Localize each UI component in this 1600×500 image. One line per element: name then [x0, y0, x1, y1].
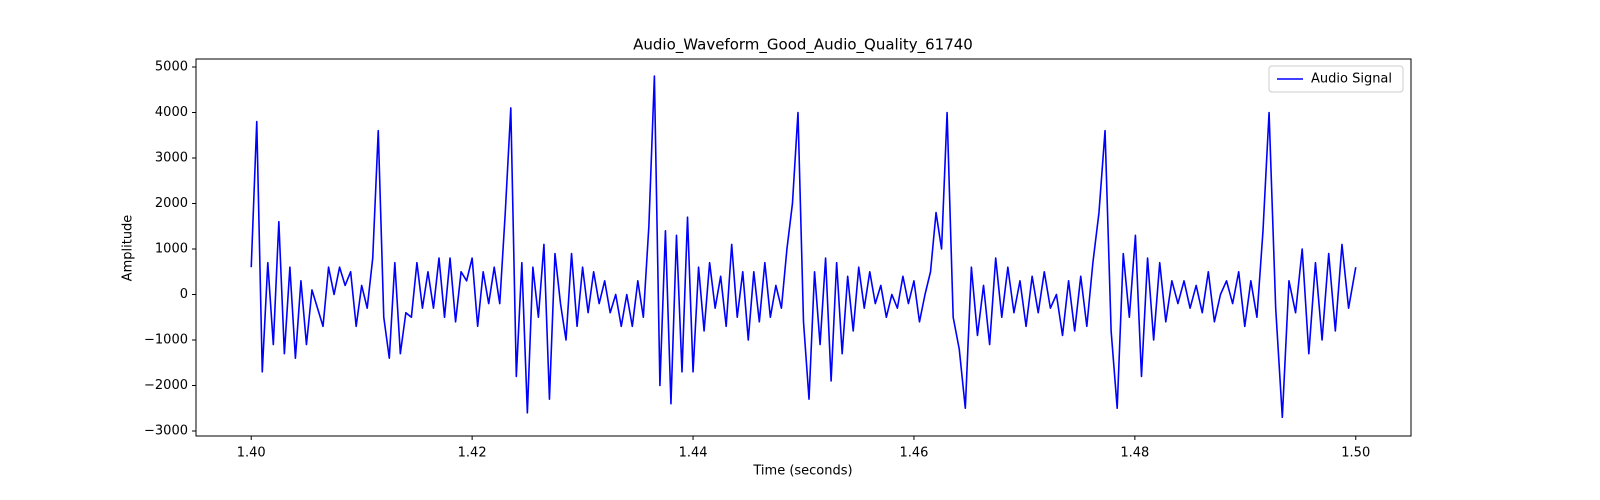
- y-tick-label: 2000: [155, 196, 188, 211]
- y-tick-label: 0: [180, 287, 188, 302]
- y-tick-label: −2000: [144, 378, 188, 393]
- x-tick-label: 1.48: [1120, 446, 1149, 461]
- line-series: [250, 75, 1357, 419]
- y-tick-label: 4000: [155, 105, 188, 120]
- y-axis-label: Amplitude: [121, 215, 136, 282]
- legend-label: Audio Signal: [1311, 72, 1392, 87]
- legend: Audio Signal: [1268, 65, 1404, 93]
- x-tick-label: 1.44: [679, 446, 708, 461]
- x-tick-label: 1.46: [899, 446, 928, 461]
- y-tick-label: −1000: [144, 332, 188, 347]
- y-tick-label: 3000: [155, 151, 188, 166]
- y-tick-label: 1000: [155, 242, 188, 257]
- x-tick-label: 1.40: [237, 446, 266, 461]
- y-tick-label: 5000: [155, 60, 188, 75]
- y-tick-label: −3000: [144, 423, 188, 438]
- legend-box: [1268, 65, 1404, 93]
- x-axis-label: Time (seconds): [752, 464, 852, 479]
- x-tick-label: 1.50: [1341, 446, 1370, 461]
- plot-frame: [195, 58, 1412, 437]
- x-tick-label: 1.42: [458, 446, 487, 461]
- chart-title: Audio_Waveform_Good_Audio_Quality_61740: [633, 36, 973, 55]
